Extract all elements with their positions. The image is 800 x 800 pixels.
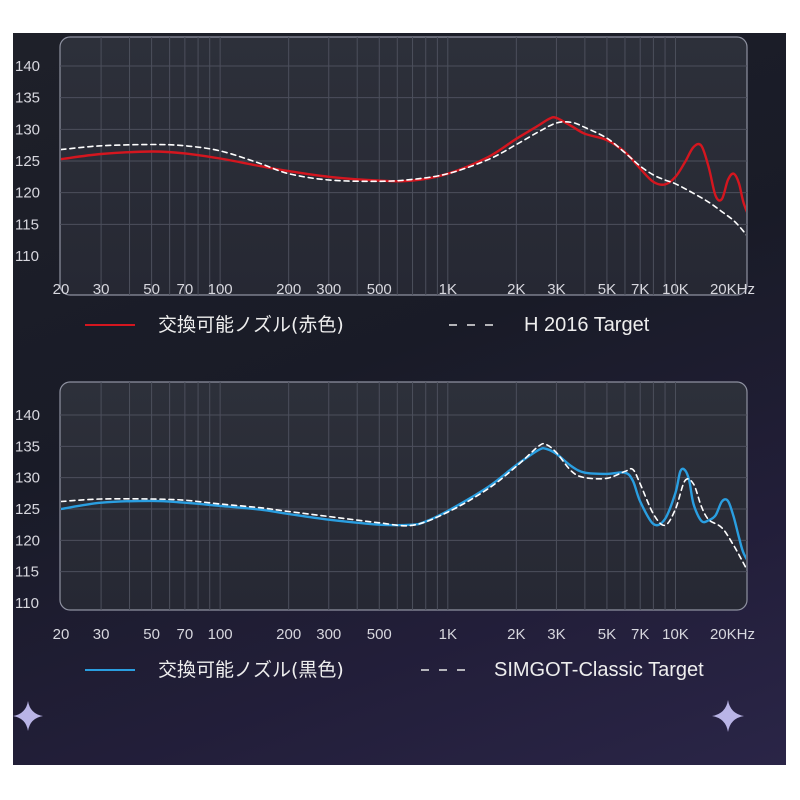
plot-area xyxy=(59,36,748,296)
legend-label-target: SIMGOT-Classic Target xyxy=(494,659,704,681)
sparkle-icon xyxy=(712,700,744,732)
x-tick-label: 3K xyxy=(547,281,565,298)
chart-panel: 140 135 130 125 120 115 110 20 30 50 70 100 200 300 50… xyxy=(13,33,786,765)
target-curve xyxy=(61,121,746,256)
legend-label-measured: 交換可能ノズル(黒色) xyxy=(158,659,344,681)
x-tick-label: 7K xyxy=(631,281,649,298)
y-tick-label: 135 xyxy=(15,90,40,107)
x-tick-label: 50 xyxy=(143,626,160,643)
y-tick-label: 130 xyxy=(15,470,40,487)
y-tick-label: 115 xyxy=(15,216,39,233)
x-tick-label: 20KHz xyxy=(710,626,755,643)
y-tick-label: 115 xyxy=(15,564,39,581)
x-tick-label: 1K xyxy=(439,281,457,298)
x-tick-label: 70 xyxy=(177,626,194,643)
x-tick-label: 100 xyxy=(208,626,233,643)
measured-curve xyxy=(61,116,746,230)
y-tick-label: 135 xyxy=(15,438,40,455)
x-tick-label: 10K xyxy=(662,281,689,298)
y-tick-label: 140 xyxy=(15,58,40,75)
plot-area xyxy=(59,381,748,611)
sparkle-icon xyxy=(13,701,43,731)
x-tick-label: 300 xyxy=(316,626,341,643)
y-tick-label: 120 xyxy=(15,532,40,549)
y-tick-label: 125 xyxy=(15,501,40,518)
x-tick-label: 3K xyxy=(547,626,565,643)
y-tick-label: 120 xyxy=(15,185,40,202)
x-tick-label: 50 xyxy=(143,281,160,298)
x-tick-label: 5K xyxy=(598,626,616,643)
y-tick-label: 130 xyxy=(15,121,40,138)
x-tick-label: 7K xyxy=(631,626,649,643)
x-tick-label: 20KHz xyxy=(710,281,755,298)
x-tick-label: 20 xyxy=(53,626,70,643)
x-tick-label: 10K xyxy=(662,626,689,643)
legend-label-measured: 交換可能ノズル(赤色) xyxy=(158,314,344,336)
measured-curve xyxy=(61,447,746,571)
frequency-response-charts: 140 135 130 125 120 115 110 20 30 50 70 100 200 300 50… xyxy=(13,36,755,732)
y-tick-label: 140 xyxy=(15,407,40,424)
x-tick-label: 1K xyxy=(439,626,457,643)
x-tick-label: 500 xyxy=(367,281,392,298)
x-tick-label: 5K xyxy=(598,281,616,298)
x-tick-label: 100 xyxy=(208,281,233,298)
x-tick-label: 300 xyxy=(316,281,341,298)
y-tick-label: 125 xyxy=(15,153,40,170)
x-tick-label: 30 xyxy=(93,626,110,643)
x-tick-label: 2K xyxy=(507,626,525,643)
chart-2: 140 135 130 125 120 115 110 20 30 50 70 100 200 300 50… xyxy=(15,381,755,681)
y-tick-label: 110 xyxy=(15,248,39,265)
x-tick-label: 20 xyxy=(53,281,70,298)
x-tick-label: 200 xyxy=(276,626,301,643)
y-tick-label: 110 xyxy=(15,595,39,612)
x-tick-label: 70 xyxy=(177,281,194,298)
target-curve xyxy=(61,442,746,592)
chart-1: 140 135 130 125 120 115 110 20 30 50 70 100 200 300 50… xyxy=(15,36,755,336)
x-tick-label: 500 xyxy=(367,626,392,643)
x-tick-label: 30 xyxy=(93,281,110,298)
x-tick-label: 2K xyxy=(507,281,525,298)
legend-label-target: H 2016 Target xyxy=(524,314,650,336)
x-tick-label: 200 xyxy=(276,281,301,298)
